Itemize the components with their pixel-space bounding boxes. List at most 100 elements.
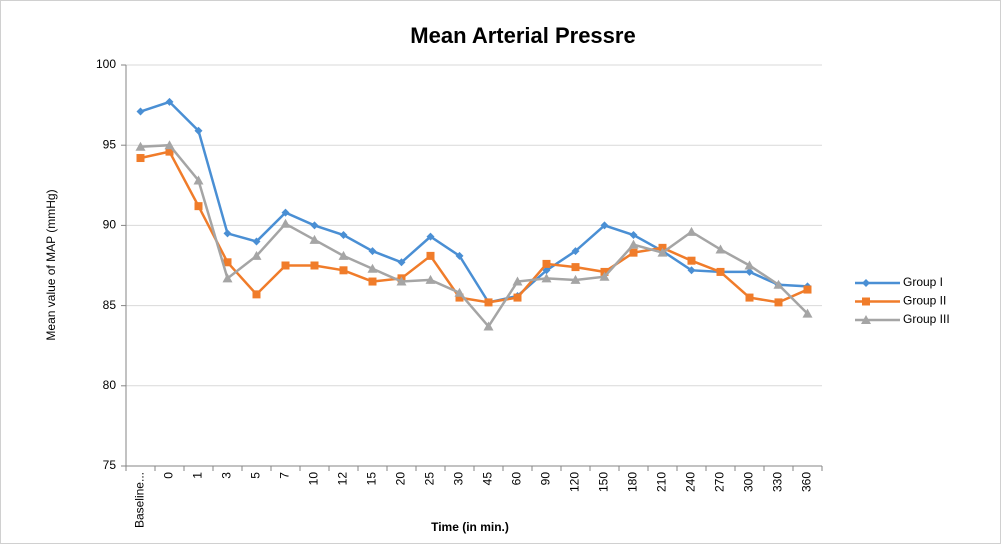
- marker: [425, 274, 436, 284]
- x-tick-label: 7: [278, 472, 292, 479]
- marker: [483, 321, 494, 331]
- marker: [136, 154, 145, 163]
- marker: [512, 276, 523, 286]
- y-tick-label: 95: [103, 137, 117, 151]
- marker: [310, 221, 319, 230]
- marker: [252, 237, 261, 246]
- x-tick-label: 90: [539, 472, 553, 486]
- marker: [426, 251, 435, 260]
- x-tick-label: 210: [655, 472, 669, 492]
- marker: [368, 247, 377, 256]
- x-tick-label: 0: [162, 472, 176, 479]
- marker: [803, 285, 812, 294]
- marker: [164, 140, 175, 150]
- marker: [280, 218, 291, 228]
- legend-marker: [861, 315, 871, 324]
- marker: [774, 298, 783, 307]
- x-tick-label: 150: [597, 472, 611, 492]
- marker: [194, 202, 203, 211]
- marker: [136, 107, 145, 116]
- marker: [686, 226, 697, 236]
- marker: [571, 263, 580, 272]
- marker: [687, 256, 696, 265]
- x-tick-label: 180: [626, 472, 640, 492]
- chart-title: Mean Arterial Pressre: [410, 23, 635, 48]
- marker: [599, 271, 610, 281]
- x-tick-label: 20: [394, 472, 408, 486]
- marker: [715, 244, 726, 254]
- x-tick-label: 5: [249, 472, 263, 479]
- marker: [165, 147, 174, 156]
- marker: [222, 273, 233, 283]
- x-tick-label: 240: [684, 472, 698, 492]
- series-line: [140, 100, 808, 304]
- y-tick-label: 75: [103, 458, 117, 472]
- marker: [309, 234, 320, 244]
- marker: [455, 293, 464, 302]
- marker: [629, 231, 638, 240]
- marker: [541, 273, 552, 283]
- marker: [570, 274, 581, 284]
- x-tick-label: 120: [568, 472, 582, 492]
- x-tick-label: Baseline...: [133, 472, 147, 528]
- y-tick-label: 80: [103, 378, 117, 392]
- x-tick-label: 25: [423, 472, 437, 486]
- x-tick-label: 330: [771, 472, 785, 492]
- marker: [339, 231, 348, 240]
- marker: [223, 258, 232, 267]
- marker: [338, 250, 349, 260]
- x-axis-title: Time (in min.): [431, 520, 509, 534]
- marker: [773, 279, 784, 289]
- marker: [310, 261, 319, 270]
- marker: [252, 290, 261, 299]
- x-tick-label: 45: [481, 472, 495, 486]
- x-tick-label: 300: [742, 472, 756, 492]
- marker: [629, 248, 638, 257]
- marker: [281, 208, 290, 217]
- marker: [193, 175, 204, 185]
- marker: [339, 266, 348, 275]
- marker: [223, 229, 232, 238]
- marker: [542, 266, 551, 275]
- marker: [687, 266, 696, 275]
- x-tick-label: 270: [713, 472, 727, 492]
- marker: [716, 267, 725, 276]
- marker: [657, 247, 668, 257]
- marker: [745, 267, 754, 276]
- marker: [802, 308, 813, 318]
- marker: [396, 276, 407, 286]
- x-tick-label: 30: [452, 472, 466, 486]
- marker: [281, 261, 290, 270]
- marker: [135, 141, 146, 151]
- x-tick-label: 3: [220, 472, 234, 479]
- marker: [454, 287, 465, 297]
- marker: [426, 232, 435, 241]
- x-tick-label: 60: [510, 472, 524, 486]
- marker: [628, 239, 639, 249]
- x-tick-label: 360: [800, 472, 814, 492]
- x-tick-label: 15: [365, 472, 379, 486]
- legend-marker: [862, 297, 870, 306]
- y-tick-label: 90: [103, 218, 117, 232]
- marker: [542, 259, 551, 268]
- marker: [484, 298, 493, 307]
- marker: [744, 260, 755, 270]
- legend-label: Group III: [903, 312, 950, 326]
- legend-label: Group II: [903, 294, 946, 308]
- marker: [368, 277, 377, 286]
- marker: [251, 250, 262, 260]
- marker: [367, 263, 378, 273]
- marker: [397, 258, 406, 267]
- x-tick-label: 1: [191, 472, 205, 479]
- marker: [513, 293, 522, 302]
- x-tick-label: 12: [336, 472, 350, 486]
- x-tick-label: 10: [307, 472, 321, 486]
- marker: [194, 126, 203, 135]
- marker: [165, 97, 174, 106]
- y-tick-label: 85: [103, 298, 117, 312]
- marker: [571, 247, 580, 256]
- marker: [455, 251, 464, 260]
- marker: [745, 293, 754, 302]
